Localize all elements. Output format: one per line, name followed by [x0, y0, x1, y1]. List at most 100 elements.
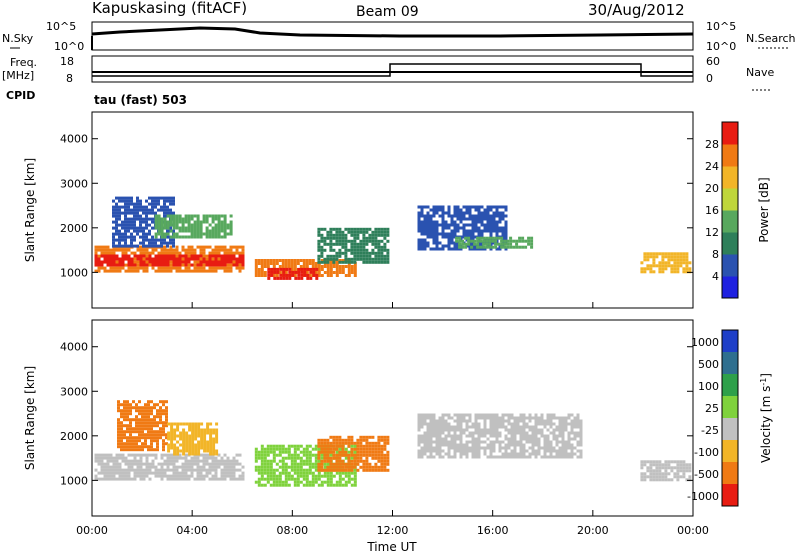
- power-colorbar-seg-6: [722, 144, 738, 167]
- cpid-label: CPID: [6, 89, 35, 102]
- freq-left-label-top: Freq.: [10, 56, 37, 69]
- velocity-colorbar-tick-2: 100: [698, 380, 719, 393]
- velocity-region-2: [167, 422, 219, 456]
- power-region-8: [455, 236, 534, 249]
- power-colorbar-seg-3: [722, 210, 738, 233]
- freq-left-tick-top: 18: [60, 55, 74, 68]
- power-ytick-label-0: 1000: [60, 266, 88, 279]
- x-tick-label-0: 00:00: [76, 524, 108, 537]
- x-tick-label-1: 04:00: [176, 524, 208, 537]
- power-region-6: [317, 227, 390, 264]
- velocity-region-1: [117, 400, 168, 452]
- velocity-panel: 1000 2000 3000 4000 Slant Range [km]: [23, 319, 694, 517]
- power-colorbar-tick-1: 8: [712, 248, 719, 261]
- noise-sky-line: [91, 26, 694, 38]
- velocity-colorbar-seg-1: [722, 352, 738, 375]
- power-region-1: [94, 254, 245, 267]
- velocity-ytick-label-3: 4000: [60, 341, 88, 354]
- power-region-9: [640, 252, 692, 274]
- x-tick-label-4: 16:00: [477, 524, 509, 537]
- power-ytick-label-1: 2000: [60, 222, 88, 235]
- x-axis-ticks: 00:00 04:00 08:00 12:00 16:00 20:00 00:00: [76, 524, 709, 537]
- velocity-colorbar-tick-3: 25: [705, 402, 719, 415]
- velocity-colorbar-seg-2: [722, 374, 738, 397]
- noise-left-tick-top: 10^5: [46, 20, 76, 33]
- noise-left-tick-bottom: 10^0: [54, 40, 84, 53]
- power-colorbar-tick-6: 28: [705, 138, 719, 151]
- x-tick-label-5: 20:00: [577, 524, 609, 537]
- velocity-colorbar-seg-5: [722, 440, 738, 463]
- power-colorbar-seg-5: [722, 166, 738, 189]
- freq-panel: [91, 55, 694, 83]
- velocity-colorbar-label-main: Velocity [m s: [759, 386, 773, 463]
- freq-right-tick-top: 60: [706, 55, 720, 68]
- power-colorbar-tick-4: 20: [705, 182, 719, 195]
- velocity-colorbar-tick-1: 500: [698, 358, 719, 371]
- velocity-ytick-label-0: 1000: [60, 474, 88, 487]
- velocity-region-0: [94, 453, 245, 481]
- power-ylabel: Slant Range [km]: [23, 158, 37, 262]
- velocity-region-6: [640, 460, 692, 482]
- power-y-ticks: 1000 2000 3000 4000: [60, 133, 693, 279]
- velocity-colorbar-tick-7: -1000: [687, 490, 719, 503]
- noise-right-tick-top: 10^5: [706, 20, 736, 33]
- cpid-text: tau (fast) 503: [94, 93, 187, 107]
- velocity-colorbar: 1000 500 100 25 -25 -100 -500 -1000: [687, 329, 739, 507]
- power-frame: [91, 111, 694, 309]
- velocity-y-ticks: 1000 2000 3000 4000: [60, 341, 693, 487]
- velocity-ylabel: Slant Range [km]: [23, 366, 37, 470]
- velocity-ytick-label-1: 2000: [60, 430, 88, 443]
- x-tick-label-3: 12:00: [377, 524, 409, 537]
- noise-left-label: N.Sky: [2, 32, 34, 45]
- velocity-colorbar-frame: [721, 329, 739, 507]
- power-colorbar-seg-1: [722, 254, 738, 277]
- power-colorbar-seg-2: [722, 232, 738, 255]
- power-colorbar: 4 8 12 16 20 24 28: [705, 121, 739, 299]
- x-axis-label: Time UT: [366, 540, 417, 554]
- velocity-colorbar-seg-6: [722, 462, 738, 485]
- velocity-ytick-label-2: 3000: [60, 385, 88, 398]
- noise-right-label: N.Search: [746, 32, 796, 45]
- velocity-colorbar-seg-3: [722, 396, 738, 419]
- velocity-colorbar-tick-4: -25: [701, 424, 719, 437]
- power-colorbar-label: Power [dB]: [757, 177, 771, 242]
- velocity-plot-area: [91, 400, 694, 516]
- velocity-colorbar-tick-5: -100: [694, 446, 719, 459]
- freq-left-label-bottom: [MHz]: [2, 69, 34, 82]
- velocity-region-5: [417, 413, 583, 459]
- freq-left-tick-bottom: 8: [66, 72, 73, 85]
- power-colorbar-tick-2: 12: [705, 226, 719, 239]
- power-colorbar-frame: [721, 121, 739, 299]
- power-ytick-label-2: 3000: [60, 177, 88, 190]
- power-colorbar-tick-5: 24: [705, 160, 719, 173]
- velocity-colorbar-seg-7: [722, 484, 738, 507]
- site-title: Kapuskasing (fitACF): [92, 0, 247, 17]
- power-region-3: [154, 214, 233, 239]
- velocity-colorbar-tick-6: -500: [694, 468, 719, 481]
- x-tick-label-2: 08:00: [276, 524, 308, 537]
- noise-right-tick-bottom: 10^0: [706, 40, 736, 53]
- nave-line: [92, 63, 693, 77]
- power-colorbar-seg-4: [722, 188, 738, 211]
- velocity-colorbar-label-end: ]: [759, 373, 773, 378]
- beam-title: Beam 09: [356, 4, 419, 20]
- power-colorbar-seg-7: [722, 122, 738, 145]
- power-colorbar-seg-0: [722, 276, 738, 299]
- velocity-colorbar-seg-0: [722, 330, 738, 353]
- power-plot-area: [91, 196, 694, 308]
- power-panel: 1000 2000 3000 4000 Slant Range [km]: [23, 111, 694, 309]
- power-colorbar-tick-0: 4: [712, 270, 719, 283]
- power-region-5: [267, 267, 319, 280]
- velocity-frame: [91, 319, 694, 517]
- x-tick-label-6: 00:00: [677, 524, 709, 537]
- power-ytick-label-3: 4000: [60, 133, 88, 146]
- nave-label: Nave: [746, 66, 774, 79]
- freq-right-tick-bottom: 0: [706, 72, 713, 85]
- velocity-colorbar-seg-4: [722, 418, 738, 441]
- power-colorbar-tick-3: 16: [705, 204, 719, 217]
- velocity-region-4: [317, 435, 390, 472]
- velocity-colorbar-label-sup: -1: [759, 378, 768, 386]
- date-title: 30/Aug/2012: [588, 1, 685, 19]
- velocity-colorbar-tick-0: 1000: [691, 336, 719, 349]
